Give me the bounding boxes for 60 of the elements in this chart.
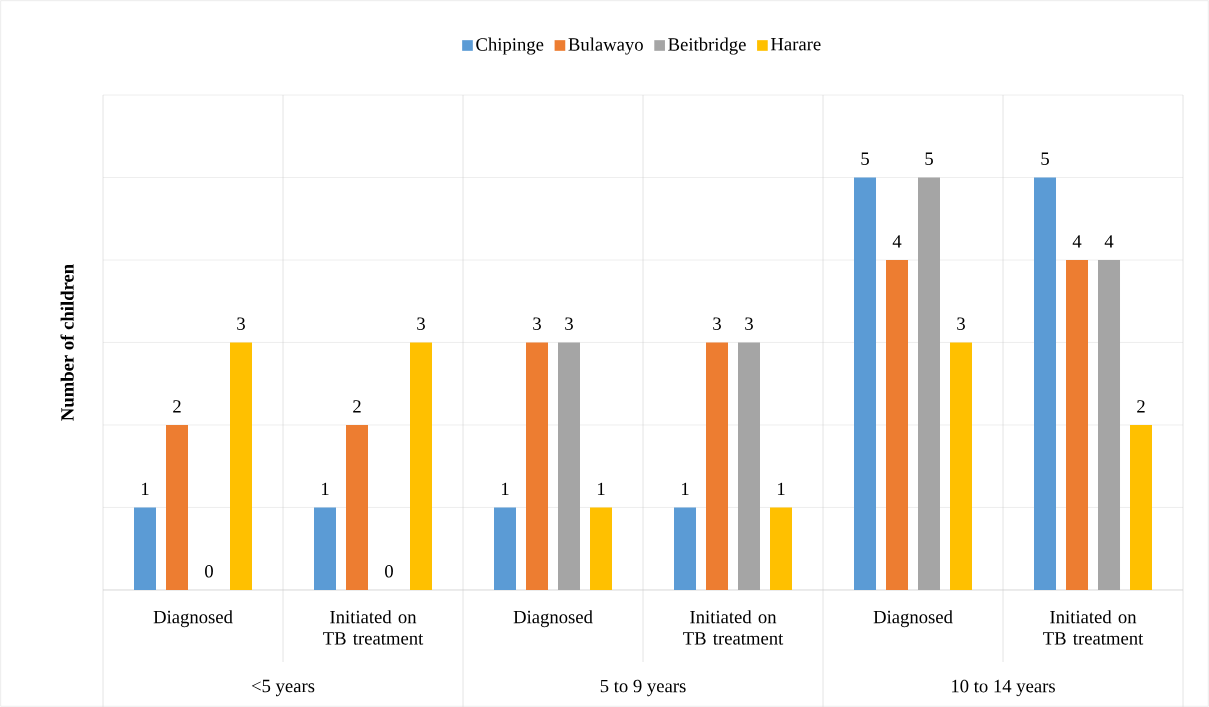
data-label: 3 [533, 317, 541, 331]
bar [166, 425, 188, 590]
data-label: 3 [237, 317, 245, 331]
bar [854, 177, 877, 590]
bar [346, 425, 368, 590]
data-label: 4 [1104, 235, 1114, 248]
bar [1098, 260, 1121, 590]
bar [314, 507, 336, 590]
x-tick-label: Diagnosed [513, 610, 593, 628]
bar [1034, 177, 1057, 590]
data-label: 0 [205, 564, 213, 578]
data-label: 2 [173, 400, 181, 413]
bar [410, 342, 433, 590]
bar [494, 507, 516, 590]
data-label: 1 [597, 482, 605, 496]
x-tick-label: Initiated on TB treatment [323, 610, 424, 645]
bar [918, 177, 941, 590]
bar [590, 507, 613, 590]
data-label: 1 [777, 482, 785, 496]
legend-label: Beitbridge [668, 37, 746, 55]
x-tick-label: Diagnosed [153, 610, 233, 628]
data-label: 1 [501, 482, 509, 496]
bar [1130, 425, 1153, 590]
bar [230, 342, 253, 590]
legend-label: Harare [770, 37, 821, 51]
text: <5 years [251, 679, 315, 697]
data-label: 2 [1137, 400, 1145, 413]
legend-label: Bulawayo [568, 37, 643, 55]
data-label: 3 [957, 317, 965, 331]
bar [950, 342, 973, 590]
data-label: 3 [417, 317, 425, 331]
x-tick-label: Initiated on TB treatment [1043, 610, 1144, 645]
bar [738, 342, 761, 590]
data-label: 1 [141, 482, 149, 496]
text: 5 to 9 years [600, 679, 686, 697]
x-tick-label: Initiated on TB treatment [683, 610, 784, 645]
bar [1066, 260, 1089, 590]
data-label: 2 [353, 400, 361, 413]
data-label: 5 [1041, 152, 1049, 166]
x-tick-label: Diagnosed [873, 610, 953, 628]
data-label: 3 [745, 317, 753, 331]
data-label: 1 [321, 482, 329, 496]
data-label: 4 [892, 235, 902, 248]
bar [558, 342, 581, 590]
data-label: 0 [385, 564, 393, 578]
data-label: 3 [713, 317, 721, 331]
y-axis-title: Number of children [60, 264, 74, 421]
bar [674, 507, 697, 590]
bar [770, 507, 793, 590]
bar [886, 260, 909, 590]
text: 10 to 14 years [952, 679, 1055, 697]
data-label: 1 [681, 482, 689, 496]
data-label: 3 [565, 317, 573, 331]
bar [526, 342, 549, 590]
bar [134, 507, 156, 590]
data-label: 4 [1072, 235, 1082, 248]
data-label: 5 [861, 152, 869, 166]
data-label: 5 [925, 152, 933, 166]
bar [706, 342, 729, 590]
legend-label: Chipinge [476, 37, 544, 55]
